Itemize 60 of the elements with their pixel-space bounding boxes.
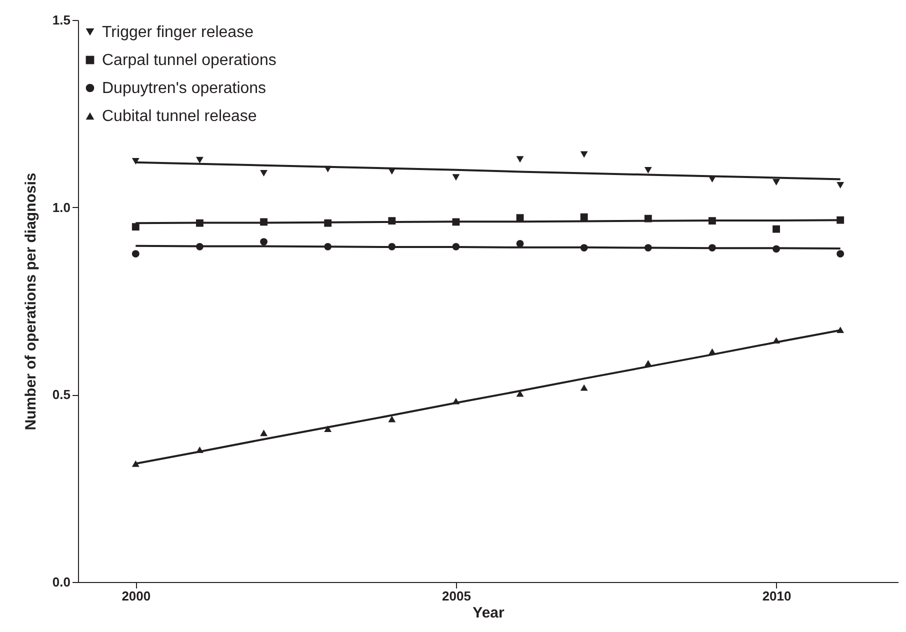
point [196,242,204,250]
point [452,218,460,226]
point [260,430,268,436]
point [644,360,652,366]
point [836,216,844,224]
point [388,416,396,422]
x-tick-label: 2010 [762,588,792,604]
y-tick-label: 1.0 [52,200,70,215]
legend-label: Trigger finger release [102,24,254,41]
point [708,348,716,355]
legend-label: Cubital tunnel release [102,108,257,125]
point [580,244,588,252]
point [388,242,396,250]
x-tick-label: 2000 [122,588,151,604]
point [644,214,652,222]
legend-label: Carpal tunnel operations [102,52,276,69]
point [132,223,140,231]
point [836,250,844,258]
point [516,214,524,222]
point [196,446,204,453]
point [132,250,140,258]
point [836,182,844,188]
point [644,167,652,174]
point [580,213,588,221]
point [452,242,460,250]
point [196,219,204,227]
point [516,240,524,248]
point [580,384,588,391]
point [708,176,716,182]
point [324,166,332,172]
point [452,174,460,181]
point [772,245,780,253]
y-tick-label: 0.5 [52,387,70,402]
point [324,219,332,227]
point [260,170,268,176]
point [580,151,588,158]
x-axis-title: Year [472,604,505,622]
point [644,244,652,252]
y-tick-label: 1.5 [52,12,70,28]
point [772,225,780,233]
y-tick-label: 0.0 [52,574,70,590]
point [324,242,332,250]
point [132,158,140,164]
x-tick-label: 2005 [442,588,471,604]
point [388,217,396,225]
point [708,244,716,252]
legend-label: Dupuytren's operations [102,80,266,97]
point [260,238,268,246]
point [388,168,396,175]
point [516,156,524,163]
point [452,398,460,404]
y-axis-title: Number of operations per diagnosis [22,172,40,430]
point [772,179,780,186]
point [260,218,268,226]
point [836,326,844,334]
point [324,426,332,432]
point [132,460,140,467]
point [196,156,204,164]
point [772,337,780,344]
point [708,217,716,225]
